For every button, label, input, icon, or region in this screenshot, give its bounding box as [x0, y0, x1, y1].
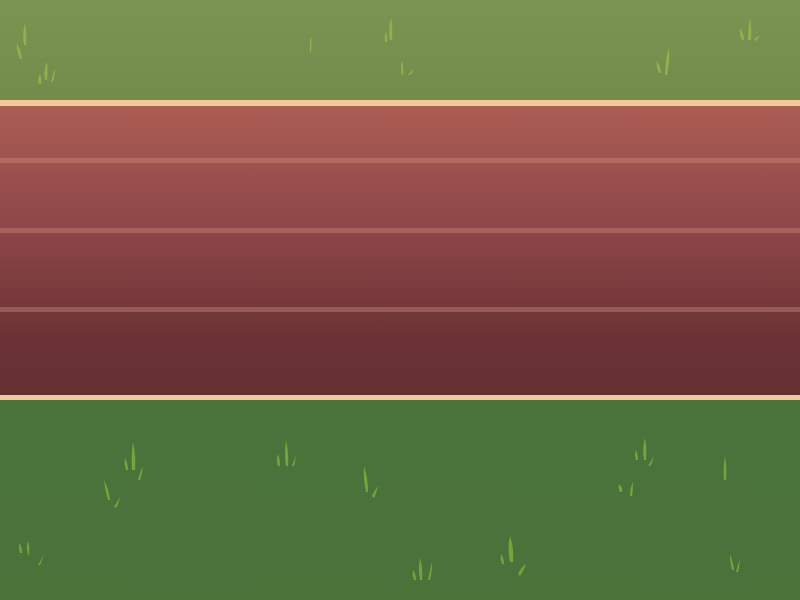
grass-tuft-icon	[38, 62, 55, 84]
grass-tuft-icon	[635, 438, 654, 466]
track-edge-top	[0, 100, 800, 106]
grass-tuft-icon	[16, 23, 27, 59]
grass-field-bottom	[0, 400, 800, 600]
lane-divider-2	[0, 228, 800, 233]
grass-tuft-icon	[19, 541, 44, 565]
grass-tufts-bottom	[19, 438, 740, 580]
track-edge-bottom	[0, 395, 800, 401]
grass-tuft-icon	[618, 482, 633, 496]
grass-tuft-icon	[124, 442, 143, 480]
grass-tuft-icon	[277, 440, 296, 466]
running-track	[0, 101, 800, 400]
grass-tuft-icon	[730, 554, 740, 572]
grass-tuft-icon	[363, 466, 378, 498]
grass-tuft-icon	[309, 36, 312, 52]
grass-tuft-icon	[384, 18, 393, 42]
grass-tuft-icon	[723, 456, 727, 480]
grass-tuft-icon	[401, 61, 414, 75]
lane-divider-1	[0, 158, 800, 163]
grass-tuft-icon	[500, 536, 526, 576]
grass-tuft-icon	[739, 18, 760, 41]
grass-tuft-icon	[656, 47, 670, 75]
grass-tufts-top	[16, 18, 760, 84]
lane-divider-3	[0, 307, 800, 312]
grass-tuft-icon	[412, 558, 432, 580]
grass-field-top	[0, 0, 800, 101]
grass-tuft-icon	[104, 480, 120, 508]
